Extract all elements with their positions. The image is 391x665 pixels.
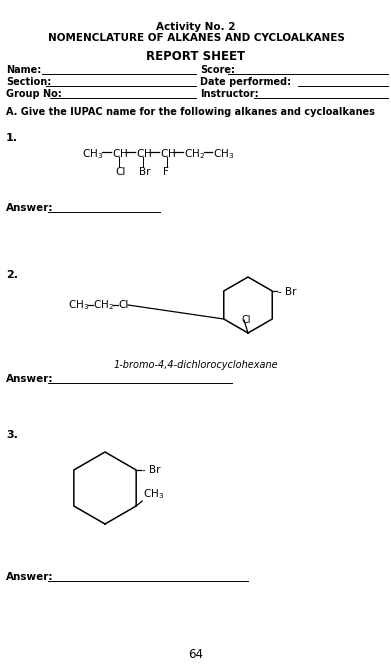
Text: - Br: - Br <box>278 287 297 297</box>
Text: $\mathsf{CH_3}$: $\mathsf{CH_3}$ <box>82 147 103 161</box>
Text: Br: Br <box>139 167 151 177</box>
Text: Cl: Cl <box>241 315 251 325</box>
Text: 3.: 3. <box>6 430 18 440</box>
Text: Instructor:: Instructor: <box>200 89 258 99</box>
Text: Answer:: Answer: <box>6 374 54 384</box>
Text: $\mathsf{CH_3}$: $\mathsf{CH_3}$ <box>213 147 234 161</box>
Text: - Br: - Br <box>142 465 161 475</box>
Text: REPORT SHEET: REPORT SHEET <box>147 50 246 63</box>
Text: 64: 64 <box>188 648 203 661</box>
Text: A. Give the IUPAC name for the following alkanes and cycloalkanes​: A. Give the IUPAC name for the following… <box>6 107 375 117</box>
Text: Date performed:: Date performed: <box>200 77 291 87</box>
Text: 1-bromo-4,4-dichlorocyclohexane: 1-bromo-4,4-dichlorocyclohexane <box>114 360 278 370</box>
Text: Activity No. 2: Activity No. 2 <box>156 22 236 32</box>
Text: Cl: Cl <box>115 167 126 177</box>
Text: F: F <box>163 167 169 177</box>
Text: Name:: Name: <box>6 65 41 75</box>
Text: $\mathsf{CH}$: $\mathsf{CH}$ <box>112 147 128 159</box>
Text: 2.: 2. <box>6 270 18 280</box>
Text: Answer:: Answer: <box>6 203 54 213</box>
Text: $\mathsf{CH_3}$: $\mathsf{CH_3}$ <box>143 487 164 501</box>
Text: $\mathsf{CH_3}$: $\mathsf{CH_3}$ <box>68 298 89 312</box>
Text: Answer:: Answer: <box>6 572 54 582</box>
Text: $\mathsf{CH_2}$: $\mathsf{CH_2}$ <box>93 298 114 312</box>
Text: $\mathsf{CH_2}$: $\mathsf{CH_2}$ <box>184 147 205 161</box>
Text: Section:: Section: <box>6 77 51 87</box>
Text: Cl: Cl <box>118 300 128 310</box>
Text: $\mathsf{CH}$: $\mathsf{CH}$ <box>136 147 152 159</box>
Text: NOMENCLATURE OF ALKANES AND CYCLOALKANES: NOMENCLATURE OF ALKANES AND CYCLOALKANES <box>48 33 344 43</box>
Text: $\mathsf{CH}$: $\mathsf{CH}$ <box>160 147 176 159</box>
Text: Score:: Score: <box>200 65 235 75</box>
Text: 1.: 1. <box>6 133 18 143</box>
Text: Group No:: Group No: <box>6 89 62 99</box>
